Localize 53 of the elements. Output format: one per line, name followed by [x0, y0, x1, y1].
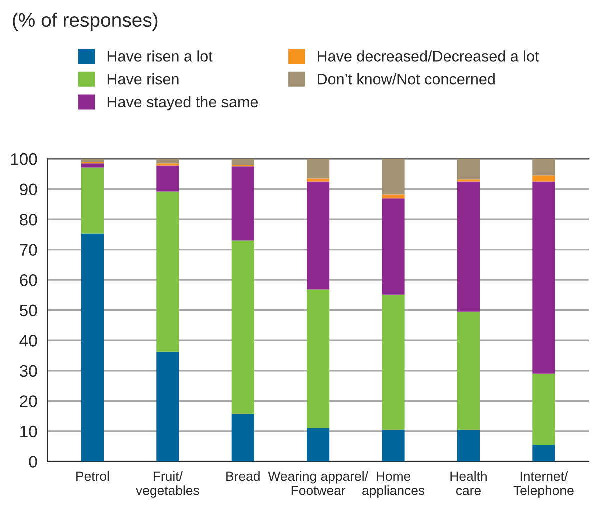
x-tick-label: Petrol [76, 471, 110, 482]
bar [307, 159, 330, 179]
bar [532, 176, 556, 182]
bar [532, 374, 556, 446]
y-tick-label: 10 [20, 426, 38, 438]
legend-label: Have stayed the same [108, 96, 258, 111]
bar [307, 178, 330, 182]
bar [232, 166, 254, 241]
bar [232, 414, 254, 462]
bar [532, 159, 556, 176]
y-tick-label: 100 [11, 153, 38, 166]
bar [457, 182, 480, 312]
bar [532, 445, 556, 462]
bar [81, 168, 104, 234]
bar [81, 164, 104, 168]
y-tick-label: 20 [20, 396, 38, 408]
bar [81, 234, 104, 462]
bar [382, 159, 405, 195]
bar [382, 294, 405, 430]
bar [307, 428, 330, 462]
chart-subtitle: (% of responses) [13, 12, 158, 31]
y-tick-label: 70 [20, 244, 38, 256]
bar [532, 182, 556, 374]
bar [307, 182, 330, 290]
bar [382, 430, 405, 462]
legend-label: Have decreased/Decreased a lot [318, 50, 540, 62]
y-tick-label: 80 [20, 214, 38, 226]
x-tick-label: Fruit/ vegetables [136, 471, 200, 498]
bar [156, 166, 180, 192]
bar [81, 159, 104, 162]
y-tick-label: 0 [29, 456, 38, 468]
bar [156, 352, 180, 462]
bar [382, 194, 405, 199]
legend-label: Have risen a lot [108, 50, 213, 62]
bar [382, 198, 405, 295]
legend-label: Have risen [108, 74, 179, 85]
x-tick-label: Bread [226, 471, 260, 482]
y-tick-label: 30 [20, 365, 38, 378]
bar [457, 430, 480, 462]
bar [307, 290, 330, 428]
y-tick-label: 60 [20, 274, 38, 286]
y-tick-label: 90 [20, 184, 38, 196]
y-tick-label: 40 [20, 335, 38, 347]
bar [457, 159, 480, 180]
bar [156, 192, 180, 352]
bar [156, 159, 180, 164]
legend-label: Don’t know/Not concerned [318, 74, 495, 85]
y-tick-label: 50 [20, 304, 38, 317]
x-tick-label: Internet/ Telephone [514, 471, 574, 498]
x-tick-label: Health care [450, 471, 487, 496]
bar [232, 240, 254, 414]
bar [232, 159, 254, 166]
bar [457, 312, 480, 430]
